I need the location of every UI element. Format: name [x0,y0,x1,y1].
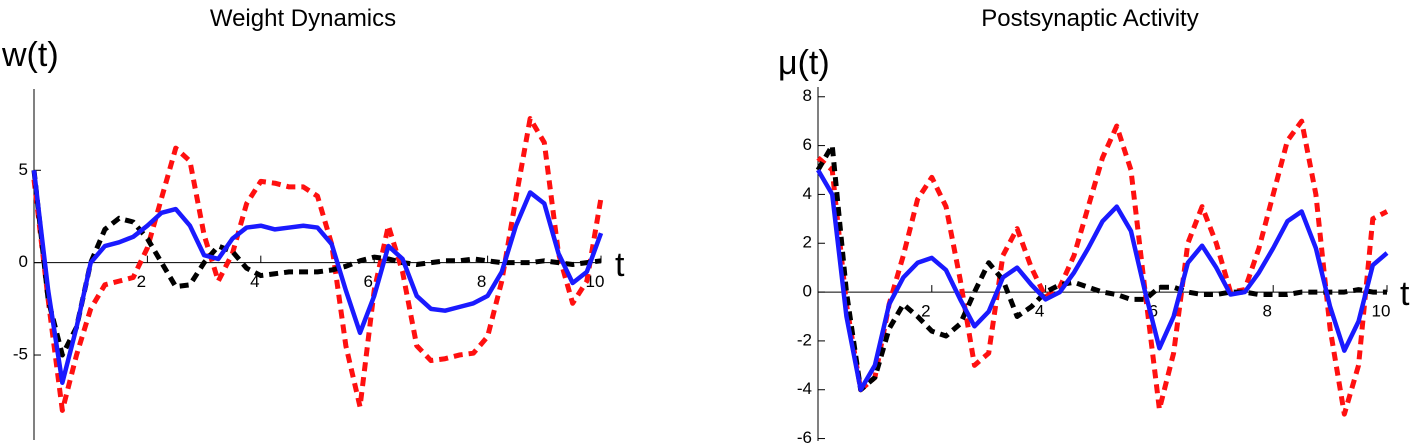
line-series [815,143,1387,393]
chart-title: Weight Dynamics [210,5,396,32]
x-tick-label: 2 [137,272,146,291]
line-series [31,116,604,413]
y-tick-label: -2 [797,330,812,349]
y-tick-label: 5 [19,160,28,179]
x-tick-label: 6 [363,272,372,291]
x-tick-label: 4 [1035,302,1044,321]
x-tick-label: 8 [477,272,486,291]
x-tick-label: 2 [921,302,930,321]
y-tick-label: 2 [803,233,812,252]
y-tick-label: 6 [803,135,812,154]
x-tick-label: 10 [586,272,605,291]
x-axis-label: t [615,246,625,284]
line-series [31,170,604,385]
line-series [816,118,1389,417]
y-tick-label: -6 [797,428,812,447]
y-tick-label: 0 [19,252,28,271]
y-tick-label: 0 [803,282,812,301]
y-tick-label: 8 [803,86,812,105]
y-tick-label: 4 [803,184,812,203]
x-tick-label: 6 [1149,302,1158,321]
x-axis-label: t [1400,275,1410,313]
line-series [816,168,1389,392]
y-axis-label: μ(t) [778,44,830,82]
x-tick-label: 4 [250,272,259,291]
x-tick-label: 8 [1262,302,1271,321]
y-axis-label: w(t) [1,36,59,74]
y-tick-label: -4 [797,379,812,398]
chart-title: Postsynaptic Activity [981,5,1198,32]
x-tick-label: 10 [1372,302,1391,321]
y-tick-label: -5 [13,345,28,364]
